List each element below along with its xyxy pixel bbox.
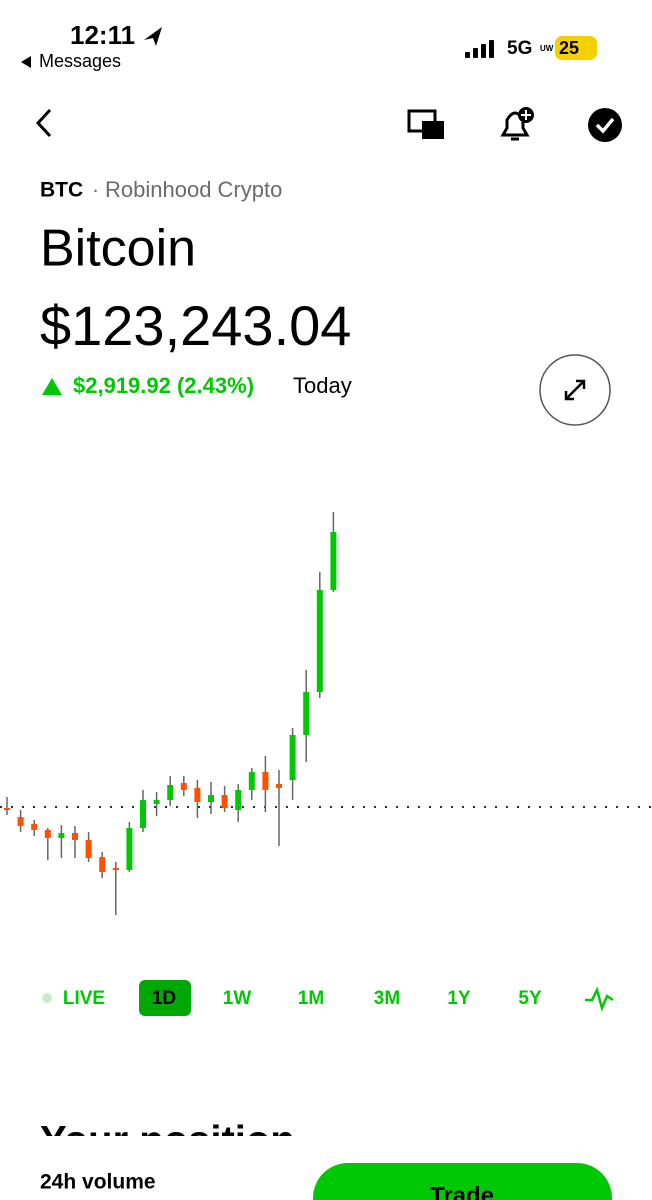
candle-body xyxy=(194,787,201,803)
signal-icon xyxy=(465,40,494,58)
range-tab[interactable]: 3M xyxy=(374,988,400,1009)
picture-in-picture-button[interactable] xyxy=(407,109,444,139)
range-tab[interactable]: 1D xyxy=(152,988,176,1009)
range-tab[interactable]: 5Y xyxy=(518,988,542,1009)
chart-style-button[interactable] xyxy=(585,986,614,1012)
trade-button[interactable] xyxy=(313,1163,612,1200)
location-icon xyxy=(144,27,162,46)
candle-body xyxy=(140,800,146,829)
back-app-arrow xyxy=(21,56,31,68)
price: $123,243.04 xyxy=(40,294,351,357)
status-time: 12:11 xyxy=(70,20,135,50)
candle-body xyxy=(167,784,174,801)
candle-body xyxy=(17,816,24,827)
watchlist-button[interactable] xyxy=(588,108,622,142)
candle-body xyxy=(112,868,119,871)
candle-body xyxy=(4,808,10,811)
change: $2,919.92 (2.43%) xyxy=(73,373,254,398)
candle-body xyxy=(85,839,92,859)
chart xyxy=(0,511,652,916)
range-tab[interactable]: 1Y xyxy=(447,988,471,1009)
candle-body xyxy=(72,832,78,840)
candle-body xyxy=(316,589,323,693)
battery-level: 25 xyxy=(559,38,579,58)
candle-body xyxy=(330,532,337,590)
selected-tab-background xyxy=(139,980,191,1016)
candle-body xyxy=(221,795,228,809)
change-period: Today xyxy=(293,373,352,398)
candle-body xyxy=(208,795,214,803)
candle-body xyxy=(276,784,282,788)
trade-label: Trade xyxy=(430,1182,494,1200)
network: 5G xyxy=(507,38,532,59)
range-tabs: LIVE 1D 1W 1M 3M 1Y 5Y xyxy=(42,988,542,1009)
alert-button[interactable] xyxy=(500,107,534,141)
candle-body xyxy=(303,692,310,735)
source: Robinhood Crypto xyxy=(105,177,282,202)
candle-body xyxy=(31,824,38,830)
candle-body xyxy=(153,800,160,804)
network-badge: UW xyxy=(540,44,554,53)
candle-body xyxy=(44,829,51,838)
candle-body xyxy=(248,771,255,790)
back-app[interactable]: Messages xyxy=(39,51,121,71)
battery xyxy=(555,36,597,60)
expand-button[interactable] xyxy=(539,354,611,426)
volume-label: 24h volume xyxy=(40,1171,156,1194)
candle-body xyxy=(180,782,187,790)
range-tab[interactable]: LIVE xyxy=(63,988,105,1009)
back-button[interactable] xyxy=(35,108,52,138)
separator: · xyxy=(92,179,99,202)
candle-body xyxy=(235,789,242,811)
symbol: BTC xyxy=(40,179,83,202)
asset-name: Bitcoin xyxy=(40,220,196,278)
candle-body xyxy=(99,857,106,872)
live-dot xyxy=(42,993,52,1003)
candle-body xyxy=(289,734,296,780)
range-tab[interactable]: 1M xyxy=(298,988,324,1009)
candle-body xyxy=(126,828,133,871)
up-arrow xyxy=(42,378,62,395)
range-tab[interactable]: 1W xyxy=(223,988,252,1009)
candle-body xyxy=(262,771,269,790)
candle-body xyxy=(58,832,65,838)
